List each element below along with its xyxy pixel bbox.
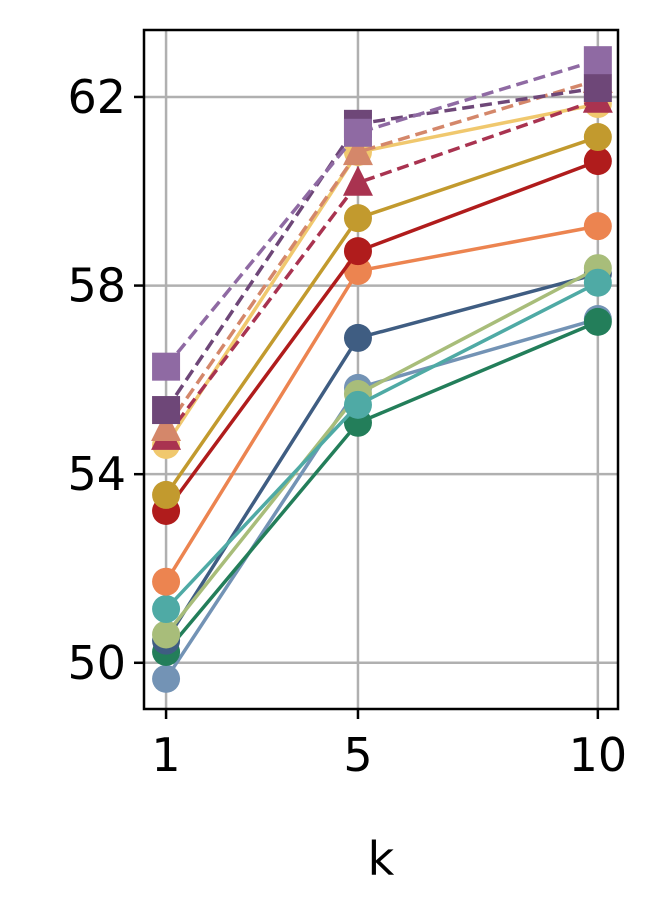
- x-tick-label: 10: [569, 728, 628, 782]
- data-point: [583, 123, 612, 152]
- x-tick-label: 5: [343, 728, 372, 782]
- y-tick-label: 50: [67, 636, 126, 690]
- data-point: [151, 410, 182, 441]
- data-point: [343, 204, 372, 233]
- data-point: [152, 396, 181, 425]
- data-point: [583, 307, 612, 336]
- data-point: [343, 390, 372, 419]
- data-point: [343, 237, 372, 266]
- data-point: [583, 147, 612, 176]
- series: [152, 123, 612, 509]
- y-tick-label: 62: [67, 70, 126, 124]
- series: [152, 212, 612, 596]
- ticks: 1 5 10 50 54 58 62: [67, 70, 627, 782]
- data-point: [583, 46, 612, 75]
- data-point: [152, 567, 181, 596]
- data-point: [583, 212, 612, 241]
- series-line: [164, 78, 599, 429]
- series: [152, 254, 612, 649]
- series-line: [164, 272, 599, 642]
- data-point: [342, 165, 373, 196]
- x-tick-label: 1: [151, 728, 180, 782]
- series: [152, 268, 612, 624]
- data-point: [152, 620, 181, 649]
- data-point: [583, 73, 612, 102]
- data-point: [152, 352, 181, 381]
- series-lines: [151, 46, 613, 693]
- data-point: [152, 664, 181, 693]
- data-point: [342, 135, 373, 166]
- data-point: [343, 118, 372, 147]
- series-line: [164, 320, 599, 654]
- data-point: [152, 595, 181, 624]
- series-line: [164, 317, 599, 680]
- y-tick-label: 54: [67, 447, 126, 501]
- x-axis-label: k: [368, 832, 395, 886]
- series-line: [164, 86, 599, 412]
- data-point: [343, 256, 372, 285]
- data-point: [152, 480, 181, 509]
- series: [152, 46, 612, 381]
- data-point: [583, 268, 612, 297]
- data-point: [343, 323, 372, 352]
- series-line: [164, 58, 599, 368]
- plot-frame: [142, 28, 620, 711]
- y-tick-label: 58: [67, 259, 126, 313]
- series-line: [164, 98, 599, 438]
